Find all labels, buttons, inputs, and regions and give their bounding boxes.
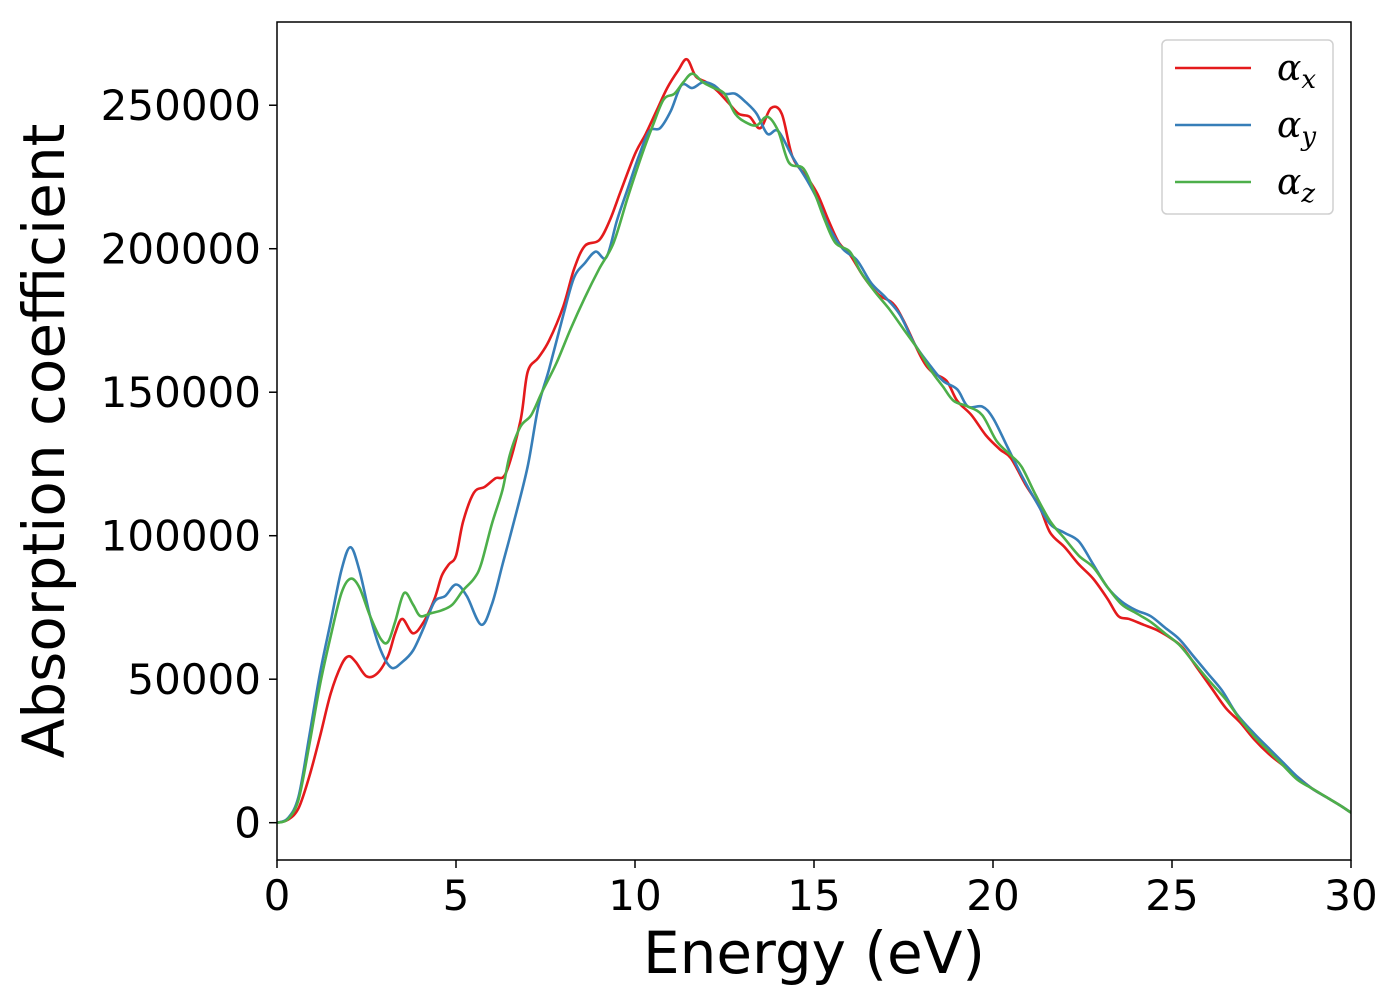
- x-tick-label: 20: [966, 871, 1019, 920]
- y-tick-label: 50000: [127, 655, 261, 704]
- y-tick-label: 150000: [101, 368, 261, 417]
- x-tick-label: 15: [787, 871, 840, 920]
- x-axis-label: Energy (eV): [643, 919, 985, 987]
- plot-lines: [277, 58, 1351, 824]
- legend-entry-z: αz: [1277, 162, 1315, 209]
- y-tick-label: 100000: [101, 512, 261, 561]
- legend-entry-y: αy: [1277, 105, 1316, 152]
- legend-box: [1161, 39, 1334, 215]
- x-tick-label: 25: [1145, 871, 1198, 920]
- x-tick-label: 30: [1324, 871, 1377, 920]
- series-line-y: [277, 80, 1351, 824]
- x-tick-label: 0: [264, 871, 291, 920]
- x-tick-label: 5: [443, 871, 470, 920]
- y-tick-label: 0: [234, 799, 261, 848]
- y-axis-label: Absorption coefficient: [10, 124, 78, 759]
- legend-entry-x: αx: [1277, 48, 1316, 95]
- x-tick-label: 10: [608, 871, 661, 920]
- series-line-z: [277, 72, 1351, 824]
- legend: αx αy αz: [1161, 39, 1334, 215]
- y-axis-ticks: 0 50000 100000 150000 200000 250000: [101, 81, 277, 848]
- y-tick-label: 200000: [101, 225, 261, 274]
- x-axis-ticks: 0 5 10 15 20 25 30: [264, 860, 1378, 920]
- y-tick-label: 250000: [101, 81, 261, 130]
